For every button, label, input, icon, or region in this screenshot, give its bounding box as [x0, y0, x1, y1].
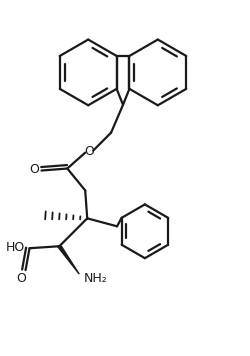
Text: HO: HO: [6, 241, 25, 254]
Text: O: O: [16, 272, 26, 284]
Text: O: O: [30, 163, 39, 176]
Text: NH₂: NH₂: [83, 272, 106, 284]
Text: O: O: [84, 145, 94, 158]
Polygon shape: [57, 246, 79, 274]
